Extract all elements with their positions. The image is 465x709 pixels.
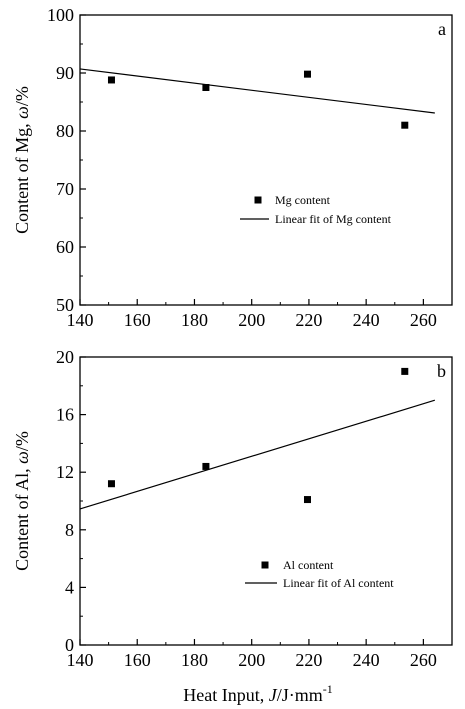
data-point: [401, 121, 409, 129]
x-tick-label: 140: [67, 310, 94, 330]
legend-marker: [261, 561, 269, 569]
y-tick-label: 8: [65, 520, 74, 540]
fit-line: [79, 399, 436, 510]
x-tick-label: 140: [67, 650, 94, 670]
x-tick-label: 200: [238, 650, 265, 670]
x-axis-label-unit: /J·mm: [277, 685, 323, 705]
data-point: [401, 367, 409, 375]
y-tick-label: 60: [56, 237, 74, 257]
x-tick-label: 160: [124, 650, 151, 670]
y-axis-label-symbol: ω: [12, 106, 32, 119]
data-point: [107, 76, 115, 84]
panel-label: b: [437, 361, 446, 381]
legend-label: Al content: [283, 558, 334, 572]
y-tick-label: 0: [65, 635, 74, 655]
y-tick-label: 12: [56, 462, 74, 482]
panel-label: a: [438, 19, 446, 39]
x-axis-label-exponent: -1: [323, 682, 333, 696]
y-axis-label-unit: /%: [12, 86, 32, 106]
y-tick-label: 16: [56, 405, 74, 425]
x-tick-label: 240: [353, 650, 380, 670]
x-tick-label: 220: [295, 650, 322, 670]
legend-marker: [254, 196, 262, 204]
data-point: [202, 84, 210, 91]
x-tick-label: 160: [124, 310, 151, 330]
chart-panel-b: 140 160 180 200 220 240 260 0 4 8 12 16 20 b Content o…: [12, 347, 453, 705]
x-axis-label-symbol: J: [269, 685, 278, 705]
data-point: [107, 480, 115, 488]
legend-label: Mg content: [275, 193, 331, 207]
y-tick-label: 90: [56, 63, 74, 83]
plot-frame: [79, 14, 453, 306]
data-point: [202, 462, 210, 470]
data-point: [303, 70, 311, 78]
fit-line: [79, 68, 435, 114]
x-tick-label: 180: [181, 310, 208, 330]
x-axis-label: Heat Input, J/J·mm-1: [183, 682, 333, 705]
plot-frame: [79, 356, 453, 646]
x-tick-label: 180: [181, 650, 208, 670]
legend-fit-label: Linear fit of Al content: [283, 576, 394, 590]
legend-fit-label: Linear fit of Mg content: [275, 212, 392, 226]
y-axis-label-text: Content of Mg,: [12, 119, 32, 234]
y-axis-label: Content of Al, ω/%: [12, 431, 32, 571]
y-axis-label-symbol: ω: [12, 451, 32, 464]
x-tick-label: 260: [410, 310, 437, 330]
y-tick-label: 50: [56, 295, 74, 315]
y-axis-label-text: Content of Al,: [12, 464, 32, 571]
y-tick-label: 20: [56, 347, 74, 367]
x-tick-label: 260: [410, 650, 437, 670]
x-axis-label-text: Heat Input,: [183, 685, 268, 705]
y-tick-label: 100: [47, 5, 74, 25]
x-tick-label: 220: [295, 310, 322, 330]
y-axis-label: Content of Mg, ω/%: [12, 86, 32, 234]
y-axis-label-unit: /%: [12, 431, 32, 451]
y-tick-label: 70: [56, 179, 74, 199]
data-point: [303, 496, 311, 504]
chart-panel-a: 140 160 180 200 220 240 260 50 60 70 80 90 100 a Conte…: [12, 5, 453, 330]
x-tick-label: 240: [353, 310, 380, 330]
y-tick-label: 4: [65, 577, 74, 597]
y-tick-label: 80: [56, 121, 74, 141]
x-tick-label: 200: [238, 310, 265, 330]
